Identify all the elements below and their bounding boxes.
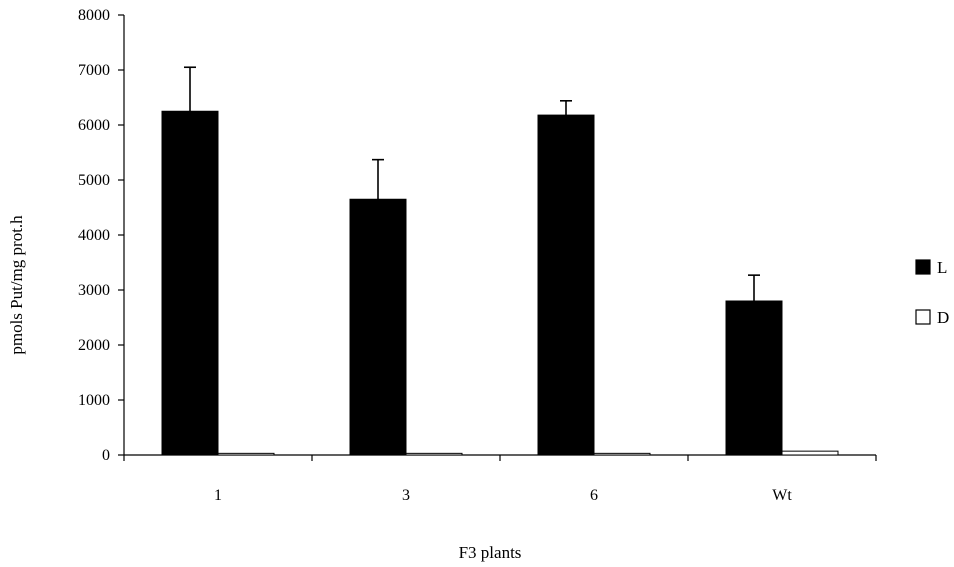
y-axis-title: pmols Put/mg prot.h [7,215,26,355]
legend-label-D: D [937,308,949,327]
bars [161,110,839,456]
bar-D-Wt [781,450,839,456]
x-tick-label: Wt [772,487,792,504]
y-tick-label: 2000 [78,337,110,354]
legend: LD [915,258,949,327]
y-tick-label: 6000 [78,117,110,134]
legend-swatch-D [915,309,931,325]
y-tick-label: 4000 [78,227,110,244]
x-tick-label: 1 [214,487,222,504]
x-axis: 1 3 6 Wt [123,454,877,504]
x-tick-label: 6 [590,487,598,504]
error-bars [184,66,760,301]
legend-label-L: L [937,258,947,277]
bar-D-3 [405,452,463,456]
bar-L-1 [161,110,219,456]
x-axis-title: F3 plants [459,543,522,562]
bar-L-Wt [725,300,783,456]
bar-L-3 [349,198,407,456]
bar-D-6 [593,452,651,456]
y-tick-label: 0 [102,447,110,464]
y-tick-label: 5000 [78,172,110,189]
y-tick-label: 7000 [78,62,110,79]
bar-D-1 [217,452,275,456]
y-tick-label: 8000 [78,7,110,24]
bar-L-6 [537,114,595,456]
x-tick-label: 3 [402,487,410,504]
y-axis: 0 1000 2000 3000 4000 5000 6000 7000 8000 [78,7,125,464]
legend-swatch-L [915,259,931,275]
y-tick-label: 3000 [78,282,110,299]
y-tick-label: 1000 [78,392,110,409]
